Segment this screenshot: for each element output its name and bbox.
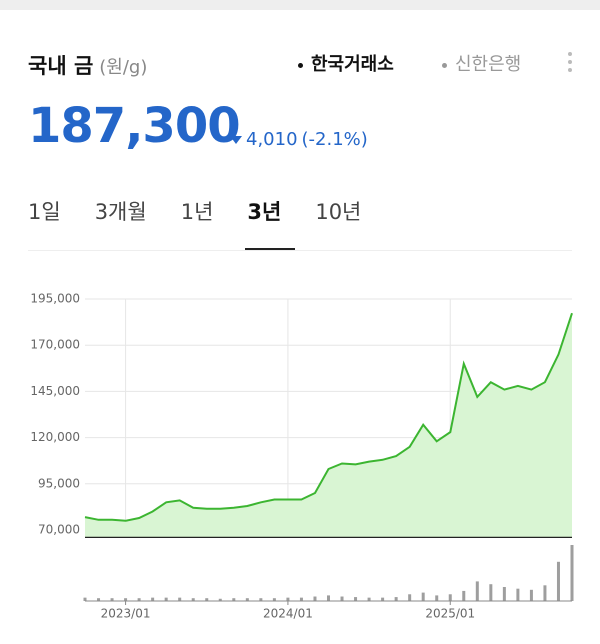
volume-bar — [394, 597, 398, 601]
volume-bar — [408, 594, 412, 601]
volume-bar — [489, 584, 493, 601]
x-tick-label: 2025/01 — [425, 607, 475, 621]
volume-bar — [570, 545, 574, 601]
tab[interactable]: 10년 — [315, 200, 362, 224]
source-label: 한국거래소 — [311, 54, 394, 75]
volume-bar — [367, 597, 371, 601]
price: 187,300 — [28, 98, 241, 154]
change-pct: (-2.1%) — [301, 129, 368, 150]
volume-bar — [83, 597, 87, 601]
x-tick-label: 2023/01 — [101, 607, 151, 621]
area — [85, 313, 572, 538]
top-strip — [0, 0, 600, 10]
volume-bar — [354, 597, 358, 601]
y-tick-label: 170,000 — [30, 338, 80, 352]
source-tab[interactable]: 신한은행 — [442, 50, 521, 76]
volume-bar — [272, 598, 276, 601]
source-tab[interactable]: 한국거래소 — [298, 50, 394, 76]
volume-bar — [340, 596, 344, 601]
volume-bar — [151, 597, 155, 601]
x-tick-label: 2024/01 — [263, 607, 313, 621]
volume-bar — [421, 592, 425, 601]
line — [84, 312, 573, 522]
change: 4,010 — [246, 129, 298, 150]
volume-bar — [327, 595, 330, 601]
volume-bar — [205, 598, 209, 601]
volume-bar — [178, 597, 182, 601]
volume-bar — [516, 588, 520, 601]
y-tick-label: 70,000 — [38, 523, 80, 537]
volume-bar — [164, 597, 168, 601]
dot — [298, 62, 303, 68]
period-tabs: 1일 3개월 1년 3년 10년 — [28, 196, 362, 250]
y-tick-label: 95,000 — [38, 476, 80, 490]
volume-bar — [475, 581, 479, 601]
volume-bar — [218, 598, 222, 601]
volume-bar — [259, 598, 263, 601]
unit: (원/g) — [99, 57, 148, 78]
volume-bar — [543, 585, 547, 601]
volume-bar — [556, 561, 560, 601]
volume-bar — [299, 597, 303, 601]
volume-bar — [462, 590, 466, 601]
volume-bar — [313, 596, 317, 601]
volume-bar — [191, 598, 195, 601]
volume-bar — [232, 598, 236, 601]
y-tick-label: 120,000 — [30, 430, 80, 444]
volume-bar — [502, 587, 506, 601]
volume-bar — [245, 598, 249, 601]
tab[interactable]: 3개월 — [94, 200, 147, 224]
title: 국내 금 (원/g) — [28, 50, 147, 80]
volume-bar — [529, 589, 533, 601]
y-tick-label: 195,000 — [30, 292, 80, 306]
volume-bar — [435, 595, 439, 601]
tab[interactable]: 1년 — [180, 200, 214, 224]
volume-bar — [97, 598, 101, 601]
title-text: 국내 금 — [28, 54, 94, 78]
tab[interactable]: 3년 — [245, 196, 296, 250]
divider — [28, 250, 572, 251]
volume-bar — [448, 594, 452, 601]
volume-bar — [110, 598, 114, 601]
tab[interactable]: 1일 — [28, 200, 61, 224]
price-change: 4,010 (-2.1%) — [230, 129, 368, 150]
down-arrow — [230, 135, 242, 144]
volume-bar — [124, 598, 128, 601]
source-label: 신한은행 — [455, 54, 522, 75]
y-tick-label: 145,000 — [30, 384, 80, 398]
more-button[interactable] — [568, 52, 573, 76]
volume-bar — [137, 598, 141, 601]
volume-bar — [381, 597, 385, 601]
dot — [442, 62, 447, 68]
volume-bar — [286, 597, 290, 601]
